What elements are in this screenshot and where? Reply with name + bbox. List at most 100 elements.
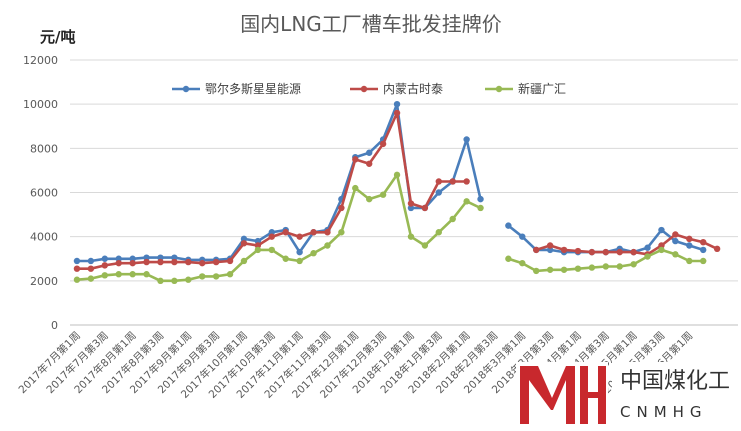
data-point [449,178,456,185]
y-tick-label: 2000 [30,275,58,288]
data-point [686,235,693,243]
data-point [644,244,651,251]
data-point [157,277,164,285]
series-line [77,102,482,263]
data-point [546,242,554,249]
data-point [435,229,442,236]
series-line [76,173,482,283]
data-point [240,235,248,243]
data-point [115,255,122,262]
data-point [505,255,512,262]
data-point [143,258,150,266]
series-line [77,111,467,271]
data-point [379,191,387,198]
data-point [435,189,442,196]
data-point [226,271,234,278]
legend-label: 内蒙古时泰 [383,81,443,96]
data-point [212,258,220,266]
data-point [254,246,262,254]
data-point [366,195,373,203]
data-point [240,257,248,265]
watermark-mh-icon [520,366,606,424]
y-tick-label: 0 [51,319,58,332]
data-point [115,271,122,278]
data-point [519,233,526,240]
y-tick-label: 10000 [23,98,58,111]
data-point [171,277,178,285]
legend: 鄂尔多斯星星能源 内蒙古时泰 新疆广汇 [172,81,566,96]
data-point [338,204,345,212]
data-point [199,273,206,280]
gridlines [70,59,738,326]
data-point [171,258,178,266]
data-point [115,259,122,267]
data-point [658,246,665,254]
data-point [477,204,484,212]
data-point [101,255,108,262]
data-point [574,247,582,255]
y-tick-label: 6000 [30,187,58,200]
data-point [713,245,721,253]
data-point [338,229,345,236]
data-point [101,262,108,269]
data-point [157,258,164,266]
data-point [602,263,609,270]
data-point [199,259,206,267]
data-point [282,255,289,262]
legend-swatch-marker [360,85,368,93]
legend-label: 新疆广汇 [518,81,566,96]
data-point [129,255,136,262]
data-point [185,276,192,283]
data-point [143,254,150,261]
y-tick-label: 8000 [30,142,58,155]
data-point [366,149,373,156]
data-point [700,257,707,265]
data-point [282,229,289,236]
data-point [226,257,234,265]
data-point [658,242,665,249]
data-point [616,248,623,256]
data-point [435,178,442,185]
legend-item: 鄂尔多斯星星能源 [172,81,301,96]
data-point [87,265,95,272]
data-point [73,265,81,272]
data-point [185,258,192,266]
data-point [268,233,275,240]
data-point [352,184,359,192]
data-point [672,251,679,258]
data-point [686,257,693,265]
series-2 [73,109,721,272]
data-point [546,246,554,254]
data-point [630,248,637,256]
data-point [129,259,136,267]
data-point [87,257,95,265]
data-point [505,222,512,229]
data-point [254,237,262,245]
data-point [87,275,95,282]
data-point [324,229,331,236]
y-axis-unit-label: 元/吨 [40,28,75,46]
watermark-text-background [612,362,739,426]
watermark-logo: 中国煤化工 CNMHG [516,362,739,426]
data-point [588,248,596,256]
data-point [463,198,470,205]
data-point [393,109,401,117]
y-axis-ticks: 0 2000 4000 6000 8000 10000 12000 [23,54,58,332]
data-point [73,257,81,265]
data-point [463,136,470,143]
data-point [588,264,596,271]
data-point [463,178,470,185]
data-point [324,242,331,249]
data-point [533,246,540,254]
data-point [421,242,429,249]
data-point [672,231,679,238]
data-point [268,246,275,254]
data-point [296,233,303,240]
data-point [560,246,568,254]
data-point [240,240,248,247]
data-point [310,229,317,236]
data-point [310,250,317,257]
data-point [171,254,178,261]
data-point [407,204,415,212]
